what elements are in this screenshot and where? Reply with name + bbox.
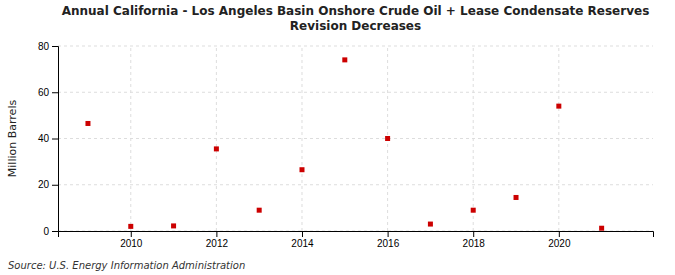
y-tick-label: 80 [38,41,50,52]
x-tick: 2020 [548,231,571,249]
point [214,146,219,151]
point [128,224,133,229]
x-tick-label: 2014 [291,238,314,249]
point [514,195,519,200]
x-tick-label: 2010 [120,238,143,249]
y-tick-mark [52,92,58,93]
y-axis-line [52,47,59,232]
y-tick: 40 [38,133,58,144]
source: Source: U.S. Energy Information Administ… [8,260,245,271]
point [85,121,90,126]
x-tick-mark [131,231,132,237]
x-tick-mark [302,231,303,237]
point [599,226,604,231]
y-tick: 60 [38,87,58,98]
point [299,167,304,172]
y-tick: 80 [38,41,58,52]
title-line: Revision Decreases [290,19,421,33]
point [171,223,176,228]
x-tick: 2016 [377,231,400,249]
x-tick: 2018 [463,231,486,249]
point [428,222,433,227]
y-axis: 0 20 40 60 80 [38,41,59,237]
y-tick-mark [52,139,58,140]
x-tick-label: 2016 [377,238,400,249]
x-tick-mark [559,231,560,237]
point [556,104,561,109]
point [257,208,262,213]
point [385,136,390,141]
y-tick-label: 60 [38,87,50,98]
y-tick-label: 20 [38,179,50,190]
grid-line-y [58,46,653,47]
x-tick: 2014 [291,231,314,249]
x-tick-label: 2018 [463,238,486,249]
plot-area [85,57,604,230]
x-tick-label: 2012 [206,238,229,249]
grid-line-y [58,184,653,185]
y-tick-mark [52,46,58,47]
y-tick-label: 0 [43,226,49,237]
grid [58,46,653,231]
y-tick: 20 [38,179,58,190]
x-axis-line [59,232,654,238]
x-tick: 2012 [206,231,229,249]
y-tick: 0 [43,226,58,237]
grid-line-y [58,138,653,139]
title-line: Annual California - Los Angeles Basin On… [62,4,650,18]
x-tick-label: 2020 [548,238,571,249]
x-tick-mark [473,231,474,237]
point [471,208,476,213]
chart: 2010 2012 2014 2016 2018 2020 0 20 40 60 80 Annual … [0,0,675,275]
grid-line-y [58,92,653,93]
title: Annual California - Los Angeles Basin On… [62,4,650,33]
x-tick: 2010 [120,231,143,249]
x-tick-mark [216,231,217,237]
y-tick-label: 40 [38,133,50,144]
grid-line-x [301,46,302,231]
x-tick-mark [388,231,389,237]
point [342,57,347,62]
y-tick-mark [52,185,58,186]
y-tick-mark [52,231,58,232]
x-axis: 2010 2012 2014 2016 2018 2020 [59,231,654,249]
y-axis-title: Million Barrels [6,100,19,178]
